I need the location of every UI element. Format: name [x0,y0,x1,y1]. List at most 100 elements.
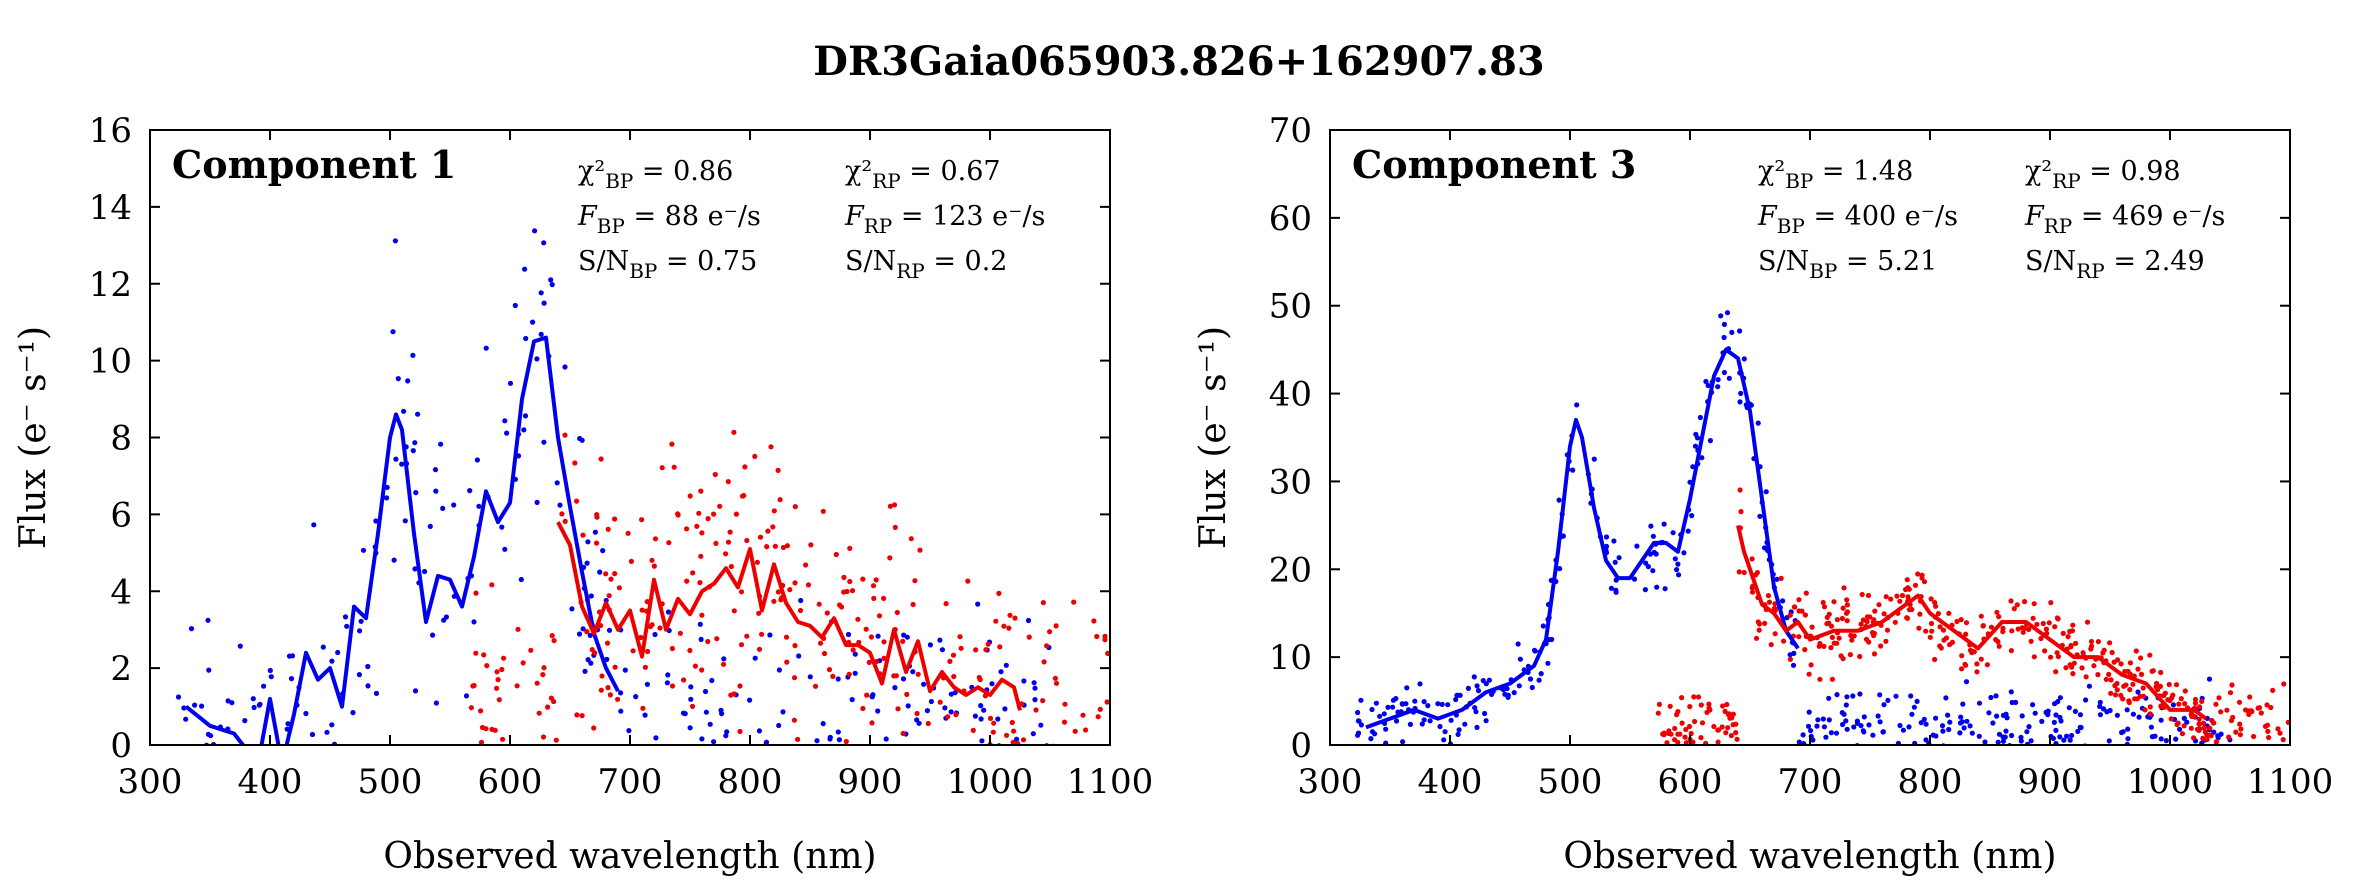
data-point-bp [849,697,855,703]
data-point-bp [901,632,907,638]
data-point-rp [1978,613,1984,619]
data-point-bp [1448,717,1454,723]
data-point-bp [344,623,350,629]
data-point-bp [582,668,588,674]
data-point-rp [2275,726,2281,732]
data-point-rp [727,529,733,535]
data-point-rp [2114,680,2120,687]
data-point-rp [638,634,644,641]
data-point-rp [1724,701,1730,708]
data-point-bp [1651,549,1657,556]
data-point-bp [432,467,439,473]
data-point-bp [626,728,632,734]
data-point-bp [989,681,995,687]
data-point-bp [1417,681,1423,687]
data-point-bp [1705,382,1711,389]
data-point-bp [869,693,875,700]
data-point-rp [987,715,994,722]
data-point-bp [1834,692,1840,698]
data-point-rp [501,655,507,661]
data-point-rp [574,712,580,718]
data-point-bp [892,685,898,691]
data-point-bp [1946,747,1951,752]
data-point-bp [1780,598,1786,604]
data-point-bp [1880,729,1886,735]
data-point-rp [559,511,565,517]
data-point-rp [1963,620,1970,626]
data-point-rp [2178,696,2184,702]
data-point-rp [1766,599,1773,605]
data-point-bp [2030,756,2035,761]
data-point-rp [1844,597,1850,603]
data-point-rp [606,593,612,599]
data-point-rp [894,609,900,616]
data-point-rp [1698,735,1704,741]
data-point-rp [778,597,784,603]
data-point-bp [1870,732,1876,738]
data-point-rp [630,648,636,654]
data-point-rp [908,536,914,542]
data-point-bp [2066,705,2072,711]
data-point-rp [580,532,586,538]
data-point-bp [206,667,212,673]
data-point-bp [412,440,418,446]
data-point-bp [1923,721,1929,727]
data-point-bp [845,631,852,638]
data-point-rp [598,687,604,693]
data-point-rp [2042,648,2048,654]
data-point-rp [687,493,693,499]
data-point-rp [698,488,704,494]
data-point-bp [1574,402,1580,408]
data-point-rp [728,692,734,698]
data-point-rp [489,582,495,588]
axis-ticks: 300 400 500 600 700 800 900 1000 1100 0 10 20 30 40 50… [1269,111,2334,802]
series-lines [1365,347,2208,730]
data-point-bp [900,676,907,682]
data-point-rp [770,524,776,530]
y-axis-label: Flux (e⁻ s⁻¹) [1193,326,1234,549]
data-point-rp [2088,638,2095,645]
data-point-bp [199,703,205,709]
y-tick-label: 14 [89,188,132,228]
data-point-rp [895,706,901,712]
data-point-rp [1728,733,1734,739]
data-point-rp [1664,740,1670,745]
data-point-bp [1893,693,1899,699]
data-point-rp [1733,730,1739,736]
data-point-rp [1679,695,1685,701]
data-point-rp [2192,696,2199,703]
data-point-bp [2053,727,2059,734]
stat-snr-rp: S/NRP = 2.49 [2025,246,2205,283]
component-title: Component 1 [172,142,456,187]
data-point-bp [549,282,555,288]
data-point-bp [1715,377,1721,383]
x-tick-label: 1000 [947,762,1034,802]
data-point-rp [697,580,703,586]
data-point-rp [912,578,918,584]
data-point-rp [843,738,849,745]
data-point-bp [1373,700,1379,706]
data-point-rp [2043,626,2049,632]
data-point-bp [412,566,418,572]
data-point-rp [1881,611,1887,617]
data-point-rp [876,613,883,619]
data-point-rp [2226,734,2232,740]
data-point-rp [652,536,659,542]
data-point-rp [551,638,557,644]
data-point-rp [1933,603,1939,609]
data-point-bp [541,300,547,306]
y-axis-label: Flux (e⁻ s⁻¹) [13,326,54,549]
data-point-bp [1021,678,1027,684]
data-point-bp [1462,721,1468,727]
data-point-rp [2112,692,2119,698]
data-point-rp [2258,710,2264,716]
data-point-rp [692,663,699,669]
data-point-rp [2200,735,2206,741]
data-point-rp [1778,575,1784,582]
data-point-rp [500,736,506,742]
data-point-rp [993,618,999,624]
data-point-bp [1946,726,1952,733]
data-point-bp [1675,561,1681,567]
data-point-rp [846,671,852,677]
data-point-rp [1866,639,1872,645]
